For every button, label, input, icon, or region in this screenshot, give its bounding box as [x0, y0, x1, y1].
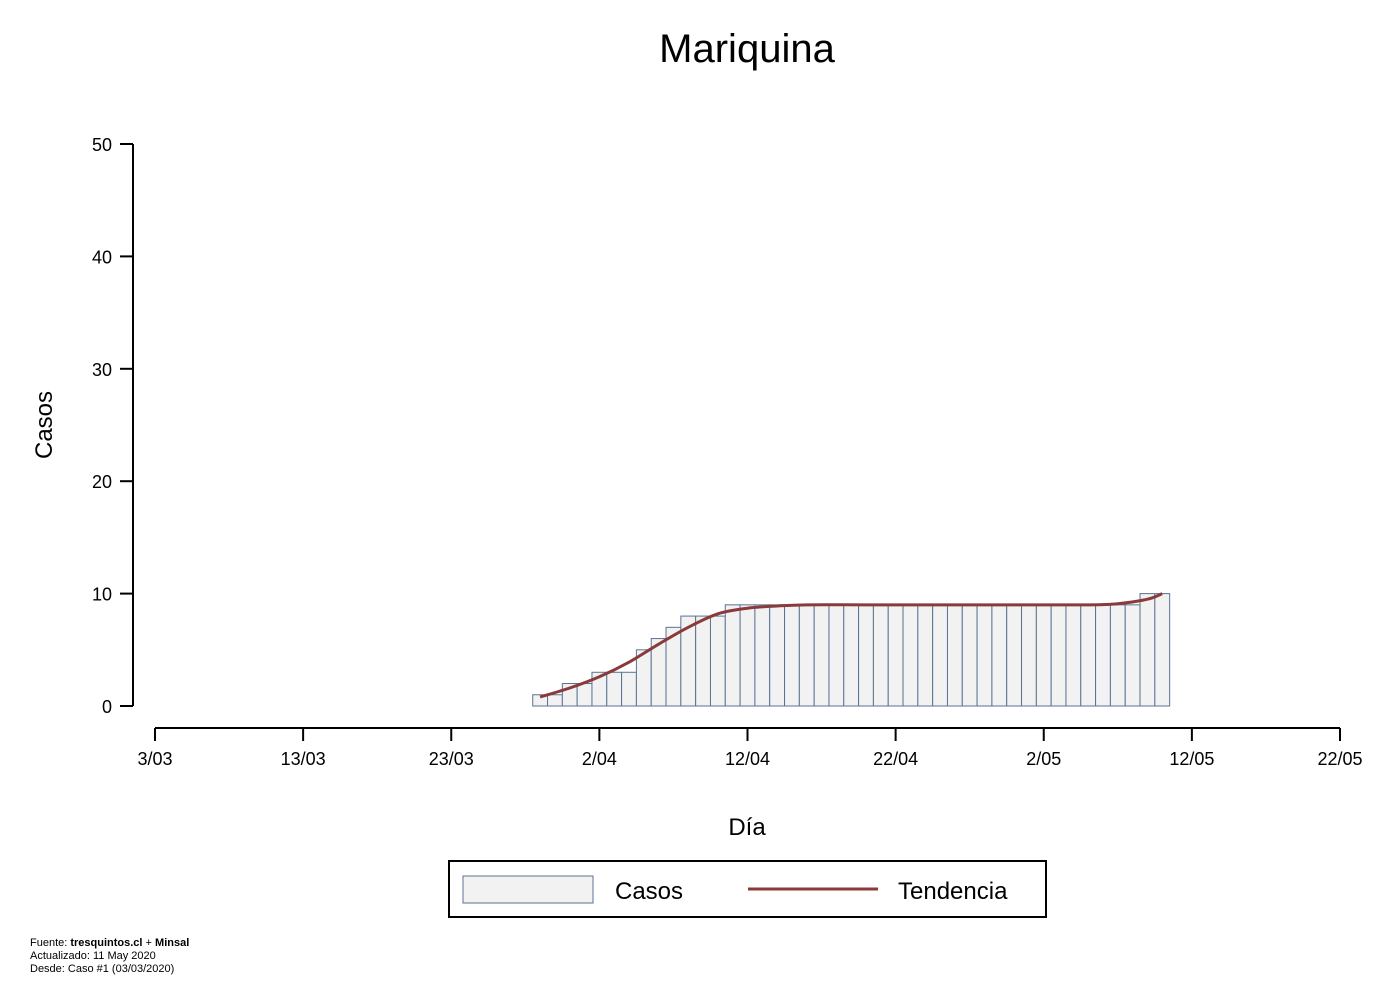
x-tick-label: 12/05	[1169, 749, 1214, 769]
x-tick-label: 2/05	[1026, 749, 1061, 769]
y-tick-label: 20	[92, 472, 112, 492]
bar	[887, 604, 904, 707]
bar	[621, 671, 637, 707]
bar	[1006, 604, 1023, 707]
bar	[946, 604, 963, 707]
x-tick-label: 2/04	[582, 749, 617, 769]
bar	[1139, 593, 1156, 707]
bar	[769, 604, 786, 707]
y-tick-label: 40	[92, 247, 112, 267]
y-axis: 0 10 20 30 40 50	[92, 135, 134, 717]
x-axis: 3/03 13/03 23/03 2/04 12/04 22/04 2/05 12/05 22/…	[137, 727, 1363, 769]
legend-swatch-casos	[462, 875, 594, 904]
bar	[695, 615, 711, 707]
bar	[961, 604, 978, 707]
bar	[784, 604, 800, 707]
bar	[1035, 604, 1052, 707]
legend-label-tendencia: Tendencia	[898, 878, 1008, 905]
bar	[902, 604, 919, 707]
y-tick-label: 50	[92, 135, 112, 155]
y-tick-label: 0	[102, 697, 112, 717]
legend-label-casos: Casos	[615, 878, 683, 905]
bar	[917, 604, 934, 707]
legend: Casos Tendencia	[448, 860, 1047, 918]
bar	[932, 604, 948, 707]
footer-source: Fuente: tresquintos.cl + Minsal	[30, 937, 189, 950]
trend-line	[539, 592, 1163, 699]
footer-source-site: tresquintos.cl	[70, 937, 143, 949]
bar	[1154, 593, 1171, 707]
footer: Fuente: tresquintos.cl + Minsal Actualiz…	[30, 937, 189, 976]
bar	[1124, 604, 1141, 707]
x-tick-label: 22/04	[873, 749, 918, 769]
bar	[606, 671, 623, 707]
bar	[976, 604, 993, 707]
bar	[872, 604, 889, 707]
bar	[724, 604, 741, 707]
footer-source-org: Minsal	[155, 937, 190, 949]
bar	[576, 683, 593, 707]
bar	[1109, 604, 1126, 707]
footer-since: Desde: Caso #1 (03/03/2020)	[30, 963, 175, 975]
bar	[1050, 604, 1067, 707]
x-tick-label: 22/05	[1317, 749, 1362, 769]
bar	[798, 604, 815, 707]
bar	[828, 604, 845, 707]
bar	[843, 604, 860, 707]
bar	[739, 604, 756, 707]
bar	[754, 604, 771, 707]
chart-title: Mariquina	[659, 27, 835, 71]
bars-group	[532, 593, 1171, 707]
x-tick-label: 3/03	[137, 749, 172, 769]
bar	[1065, 604, 1082, 707]
bar	[858, 604, 874, 707]
bar	[1021, 604, 1037, 707]
x-tick-label: 13/03	[281, 749, 326, 769]
y-tick-label: 30	[92, 360, 112, 380]
footer-source-prefix: Fuente:	[30, 937, 71, 949]
x-axis-label: Día	[728, 814, 766, 841]
footer-updated: Actualizado: 11 May 2020	[30, 950, 156, 962]
bar	[991, 604, 1008, 707]
bar	[1095, 604, 1111, 707]
trend-group	[539, 592, 1163, 699]
y-tick-label: 10	[92, 585, 112, 605]
y-axis-label: Casos	[31, 391, 58, 459]
bar	[813, 604, 830, 707]
x-tick-label: 12/04	[725, 749, 770, 769]
x-tick-label: 23/03	[429, 749, 474, 769]
bar	[709, 615, 726, 707]
footer-source-sep: +	[142, 937, 156, 949]
bar	[547, 694, 563, 707]
bar	[1080, 604, 1097, 707]
